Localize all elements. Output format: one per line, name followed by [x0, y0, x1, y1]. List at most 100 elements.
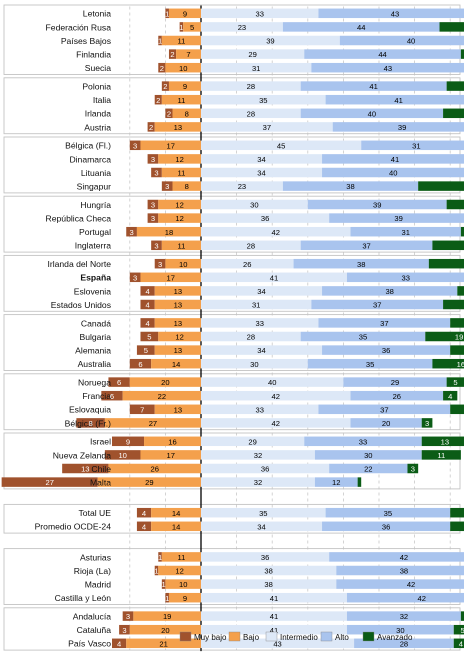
- data-label: 11: [177, 96, 185, 105]
- data-label: 41: [270, 594, 278, 603]
- data-label: 38: [264, 567, 272, 576]
- legend-label: Bajo: [243, 633, 260, 642]
- data-label: 27: [149, 419, 157, 428]
- data-label: 13: [174, 319, 182, 328]
- row-label: País Vasco: [68, 639, 111, 649]
- data-label: 31: [401, 228, 409, 237]
- data-label: 2: [156, 96, 160, 105]
- data-label: 12: [332, 478, 340, 487]
- bar-segment-avanzado: [450, 522, 464, 532]
- data-label: 7: [140, 405, 144, 414]
- data-label: 28: [247, 333, 255, 342]
- bar-segment-avanzado: [440, 22, 464, 32]
- data-label: 42: [272, 419, 280, 428]
- row-label: Letonia: [83, 9, 111, 19]
- data-label: 41: [270, 612, 278, 621]
- row-label: Estados Unidos: [51, 300, 111, 310]
- data-label: 4: [448, 392, 452, 401]
- data-label: 1: [165, 594, 169, 603]
- row-label: Suecia: [85, 63, 111, 73]
- row-label: Australia: [78, 359, 112, 369]
- bar-segment-avanzado: [418, 181, 464, 191]
- bar-segment-avanzado: [447, 200, 464, 210]
- row-label: Promedio OCDE-24: [35, 522, 112, 532]
- row-label: Total UE: [79, 508, 112, 518]
- data-label: 5: [461, 626, 464, 635]
- data-label: 12: [175, 333, 183, 342]
- row-label: Hungría: [80, 200, 111, 210]
- row-label: Irlanda del Norte: [47, 259, 111, 269]
- data-label: 35: [384, 509, 392, 518]
- data-label: 3: [129, 228, 133, 237]
- row-label: Asturias: [80, 552, 111, 562]
- data-label: 38: [385, 287, 393, 296]
- data-label: 4: [145, 301, 149, 310]
- data-label: 9: [183, 9, 187, 18]
- row-label: Dinamarca: [69, 154, 111, 164]
- data-label: 30: [250, 201, 258, 210]
- data-label: 41: [391, 155, 399, 164]
- data-label: 9: [183, 82, 187, 91]
- data-label: 41: [270, 273, 278, 282]
- data-label: 33: [256, 9, 264, 18]
- data-label: 33: [256, 405, 264, 414]
- row-label: Nueva Zelanda: [53, 450, 112, 460]
- data-label: 4: [142, 509, 146, 518]
- data-label: 3: [411, 465, 415, 474]
- row-label: Eslovaquia: [69, 405, 111, 415]
- data-label: 9: [126, 437, 130, 446]
- row-label: Polonia: [82, 82, 111, 92]
- data-label: 9: [183, 594, 187, 603]
- data-label: 33: [256, 319, 264, 328]
- data-label: 40: [368, 109, 376, 118]
- row-label: Andalucía: [73, 612, 111, 622]
- data-label: 28: [247, 82, 255, 91]
- data-label: 6: [117, 378, 121, 387]
- row-label: Lituania: [81, 168, 111, 178]
- data-label: 12: [175, 567, 183, 576]
- data-label: 13: [81, 465, 89, 474]
- legend-swatch: [266, 632, 277, 641]
- bar-segment-alto: [336, 579, 464, 589]
- data-label: 39: [398, 123, 406, 132]
- data-label: 26: [393, 392, 401, 401]
- data-label: 11: [437, 451, 445, 460]
- row-label: Malta: [90, 478, 111, 488]
- data-label: 1: [179, 23, 183, 32]
- data-label: 38: [264, 580, 272, 589]
- data-label: 3: [151, 155, 155, 164]
- data-label: 3: [122, 626, 126, 635]
- data-label: 6: [110, 392, 114, 401]
- data-label: 1: [158, 553, 162, 562]
- row-label: Castilla y León: [55, 593, 112, 603]
- bar-segment-alto: [347, 593, 464, 603]
- data-label: 39: [373, 201, 381, 210]
- data-label: 38: [357, 260, 365, 269]
- data-label: 35: [366, 360, 374, 369]
- data-label: 44: [357, 23, 365, 32]
- data-label: 3: [165, 182, 169, 191]
- data-label: 14: [172, 522, 180, 531]
- data-label: 13: [174, 301, 182, 310]
- bar-segment-avanzado: [450, 345, 464, 355]
- data-label: 42: [272, 228, 280, 237]
- data-label: 20: [382, 419, 390, 428]
- data-label: 11: [177, 169, 185, 178]
- data-label: 11: [177, 37, 185, 46]
- data-label: 11: [177, 241, 185, 250]
- data-label: 37: [380, 319, 388, 328]
- data-label: 36: [261, 214, 269, 223]
- bar-segment-alto: [329, 552, 464, 562]
- data-label: 35: [359, 333, 367, 342]
- row-label: Canadá: [81, 318, 111, 328]
- row-label: Finlandia: [76, 50, 111, 60]
- data-label: 3: [126, 612, 130, 621]
- data-label: 43: [384, 64, 392, 73]
- bar-segment-avanzado: [450, 405, 464, 415]
- data-label: 38: [346, 182, 354, 191]
- data-label: 37: [263, 123, 271, 132]
- row-label: Irlanda: [85, 109, 111, 119]
- bar-segment-avanzado: [457, 286, 464, 296]
- legend-label: Intermedio: [280, 633, 318, 642]
